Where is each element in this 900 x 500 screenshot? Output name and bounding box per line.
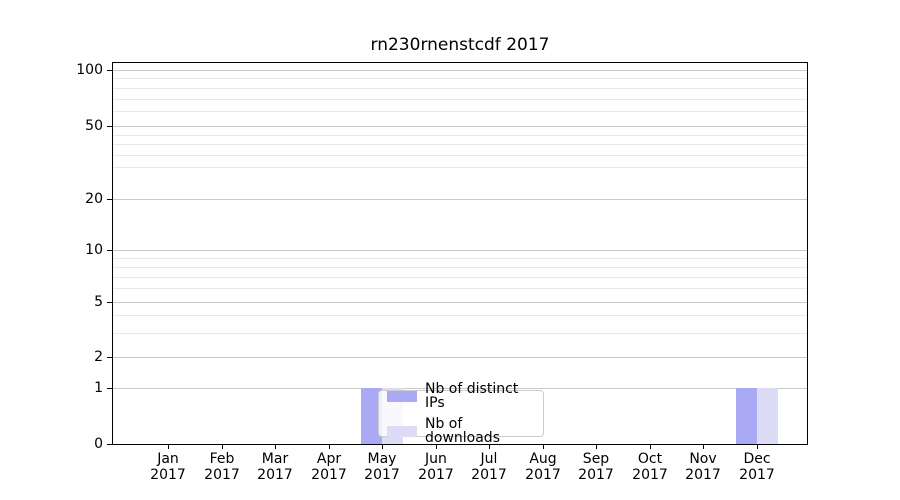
legend-swatch-downloads: [387, 425, 417, 437]
x-tick-mark: [275, 445, 276, 449]
x-tick-mark: [168, 445, 169, 449]
x-tick-label: Feb 2017: [204, 451, 240, 483]
x-tick-label: Oct 2017: [632, 451, 668, 483]
x-tick-label: Jul 2017: [471, 451, 507, 483]
y-tick-mark: [107, 444, 112, 445]
x-tick-mark: [489, 445, 490, 449]
legend-label-distinct-ips: Nb of distinct IPs: [425, 381, 519, 411]
x-tick-mark: [382, 445, 383, 449]
x-tick-label: Jun 2017: [418, 451, 454, 483]
x-tick-label: May 2017: [364, 451, 400, 483]
x-tick-label: Nov 2017: [685, 451, 721, 483]
gridline-minor: [113, 78, 807, 79]
y-tick-label: 10: [85, 242, 103, 258]
x-tick-label: Apr 2017: [311, 451, 347, 483]
gridline-minor: [113, 277, 807, 278]
gridline-major: [113, 250, 807, 251]
legend-item-downloads: Nb of downloads: [387, 417, 535, 445]
x-tick-mark: [650, 445, 651, 449]
y-tick-mark: [107, 302, 112, 303]
legend-label-downloads: Nb of downloads: [425, 416, 500, 446]
y-tick-mark: [107, 357, 112, 358]
y-tick-label: 1: [94, 380, 103, 396]
plot-area: Nb of distinct IPs Nb of downloads: [112, 62, 808, 445]
x-tick-label: Dec 2017: [739, 451, 775, 483]
gridline-minor: [113, 111, 807, 112]
gridline-major: [113, 302, 807, 303]
y-tick-mark: [107, 70, 112, 71]
gridline-minor: [113, 267, 807, 268]
legend-item-distinct-ips: Nb of distinct IPs: [387, 382, 535, 410]
x-tick-mark: [436, 445, 437, 449]
legend-swatch-distinct-ips: [387, 390, 417, 402]
y-tick-label: 20: [85, 191, 103, 207]
y-tick-mark: [107, 199, 112, 200]
gridline-minor: [113, 167, 807, 168]
bar-dec-2017-nb-of-distinct-ips: [736, 388, 757, 444]
gridline-major: [113, 70, 807, 71]
legend: Nb of distinct IPs Nb of downloads: [378, 382, 544, 445]
y-tick-label: 50: [85, 118, 103, 134]
y-tick-label: 2: [94, 349, 103, 365]
bar-dec-2017-nb-of-downloads: [757, 388, 778, 444]
gridline-minor: [113, 258, 807, 259]
y-tick-mark: [107, 250, 112, 251]
x-tick-label: Mar 2017: [257, 451, 293, 483]
y-tick-mark: [107, 388, 112, 389]
x-tick-mark: [596, 445, 597, 449]
x-tick-mark: [703, 445, 704, 449]
gridline-major: [113, 126, 807, 127]
x-tick-mark: [543, 445, 544, 449]
bar-may-2017-nb-of-distinct-ips: [361, 388, 382, 444]
y-tick-mark: [107, 126, 112, 127]
gridline-major: [113, 357, 807, 358]
gridline-minor: [113, 288, 807, 289]
x-tick-label: Aug 2017: [525, 451, 561, 483]
y-tick-label: 5: [94, 294, 103, 310]
chart-title: rn230rnenstcdf 2017: [370, 35, 550, 55]
gridline-minor: [113, 155, 807, 156]
gridline-major: [113, 388, 807, 389]
gridline-minor: [113, 135, 807, 136]
x-tick-label: Sep 2017: [578, 451, 614, 483]
x-tick-mark: [757, 445, 758, 449]
y-tick-label: 100: [76, 62, 103, 78]
gridline-major: [113, 199, 807, 200]
x-tick-mark: [222, 445, 223, 449]
gridline-minor: [113, 88, 807, 89]
gridline-minor: [113, 315, 807, 316]
gridline-minor: [113, 99, 807, 100]
y-tick-label: 0: [94, 436, 103, 452]
x-tick-label: Jan 2017: [150, 451, 186, 483]
gridline-minor: [113, 333, 807, 334]
x-tick-mark: [329, 445, 330, 449]
gridline-minor: [113, 144, 807, 145]
